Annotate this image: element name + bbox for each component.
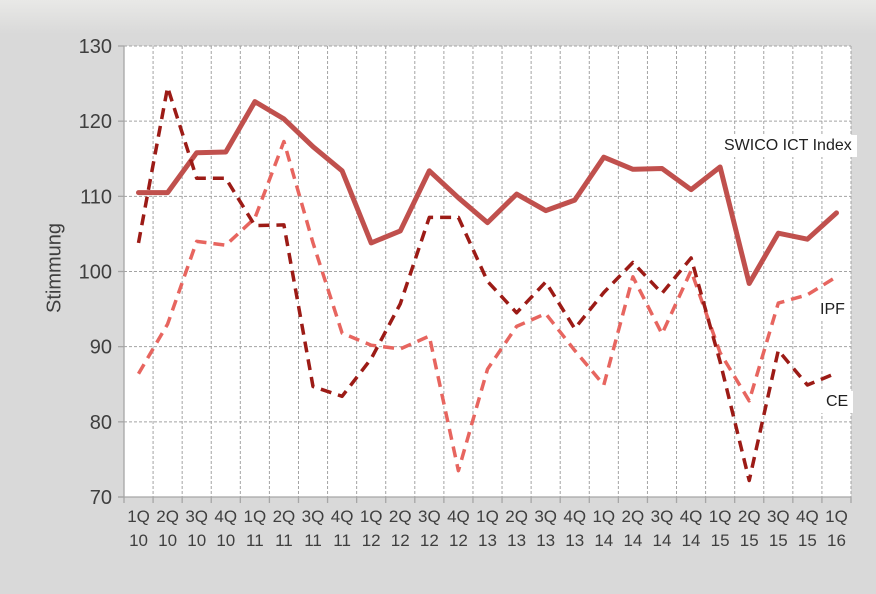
x-tick-label-year: 13 — [507, 531, 526, 550]
x-tick-label-quarter: 3Q — [767, 507, 790, 526]
x-tick-label-quarter: 4Q — [447, 507, 470, 526]
x-tick-label-year: 10 — [129, 531, 148, 550]
x-tick-label-quarter: 1Q — [592, 507, 615, 526]
x-tick-label-year: 10 — [187, 531, 206, 550]
y-tick-label: 90 — [90, 337, 112, 359]
series-ce-line — [136, 85, 838, 483]
x-tick-label-year: 14 — [682, 531, 701, 550]
series-label-ipf: IPF — [815, 299, 850, 321]
x-tick-label-quarter: 4Q — [331, 507, 354, 526]
x-tick-label-year: 10 — [158, 531, 177, 550]
x-tick-label-quarter: 4Q — [563, 507, 586, 526]
x-tick-label-quarter: 3Q — [651, 507, 674, 526]
x-tick-label-year: 10 — [216, 531, 235, 550]
x-tick-label-year: 15 — [711, 531, 730, 550]
x-tick-label-year: 11 — [275, 531, 293, 550]
x-tick-label-quarter: 4Q — [214, 507, 237, 526]
x-tick-label-year: 13 — [536, 531, 555, 550]
x-tick-label-quarter: 2Q — [505, 507, 528, 526]
x-tick-label-quarter: 2Q — [156, 507, 179, 526]
series-label-ce: CE — [821, 391, 854, 413]
x-tick-label-quarter: 2Q — [622, 507, 645, 526]
x-tick-label-quarter: 1Q — [360, 507, 383, 526]
x-tick-label-year: 14 — [594, 531, 613, 550]
y-tick-label: 80 — [90, 412, 112, 434]
x-tick-label-year: 13 — [565, 531, 584, 550]
x-tick-label-year: 16 — [827, 531, 846, 550]
x-tick-label-quarter: 4Q — [796, 507, 819, 526]
x-tick-label-quarter: 3Q — [302, 507, 325, 526]
x-tick-label-quarter: 2Q — [273, 507, 296, 526]
x-tick-label-year: 12 — [391, 531, 410, 550]
x-tick-label-quarter: 1Q — [127, 507, 150, 526]
series-swico-ict-index-line — [136, 99, 839, 286]
x-tick-label-quarter: 1Q — [244, 507, 267, 526]
x-tick-label-quarter: 1Q — [476, 507, 499, 526]
x-tick-label-year: 12 — [449, 531, 468, 550]
x-tick-label-year: 15 — [769, 531, 788, 550]
x-tick-label-quarter: 2Q — [389, 507, 412, 526]
x-tick-label-year: 12 — [362, 531, 381, 550]
series-label-swico-ict-index: SWICO ICT Index — [719, 135, 857, 157]
x-tick-label-quarter: 1Q — [825, 507, 848, 526]
x-tick-label-year: 11 — [304, 531, 322, 550]
y-tick-label: 110 — [80, 186, 112, 208]
x-tick-label-year: 13 — [478, 531, 497, 550]
series-ipf-line — [136, 139, 838, 473]
x-tick-label-quarter: 3Q — [418, 507, 441, 526]
y-axis-title: Stimmung — [43, 222, 66, 314]
y-tick-label: 120 — [79, 111, 112, 133]
x-tick-label-quarter: 1Q — [709, 507, 732, 526]
y-tick-label: 70 — [90, 487, 112, 509]
x-tick-label-year: 15 — [740, 531, 759, 550]
x-tick-label-year: 11 — [333, 531, 351, 550]
x-tick-label-quarter: 4Q — [680, 507, 703, 526]
x-tick-label-year: 14 — [623, 531, 642, 550]
x-tick-label-year: 15 — [798, 531, 817, 550]
x-tick-label-year: 12 — [420, 531, 439, 550]
x-tick-label-year: 14 — [653, 531, 672, 550]
x-tick-label-quarter: 2Q — [738, 507, 761, 526]
x-tick-label-quarter: 3Q — [185, 507, 208, 526]
x-tick-label-year: 11 — [246, 531, 264, 550]
y-tick-label: 100 — [79, 262, 112, 284]
y-tick-label: 130 — [79, 36, 112, 58]
x-tick-label-quarter: 3Q — [534, 507, 557, 526]
